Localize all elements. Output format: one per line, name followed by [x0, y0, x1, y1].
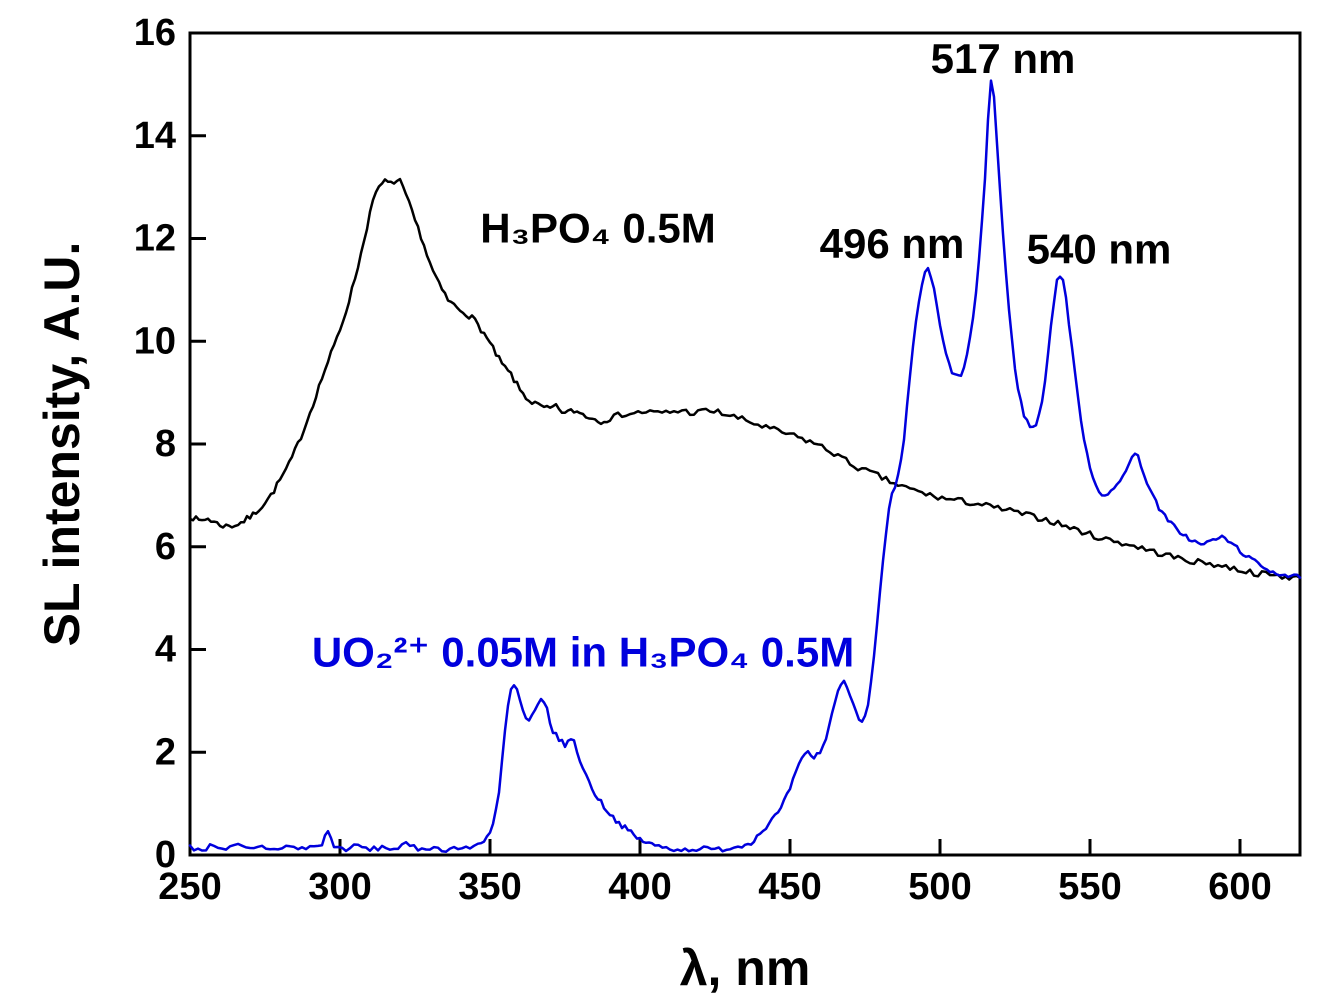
- series-h3po4: [188, 177, 1302, 581]
- y-tick-label: 2: [155, 731, 176, 773]
- x-tick-label: 450: [758, 866, 821, 908]
- y-axis-label: SL intensity, A.U.: [34, 242, 90, 647]
- x-tick-label: 600: [1208, 866, 1271, 908]
- y-tick-label: 14: [134, 115, 176, 157]
- label-517nm: 517 nm: [931, 35, 1076, 82]
- x-tick-label: 500: [908, 866, 971, 908]
- x-tick-label: 350: [458, 866, 521, 908]
- x-axis-label: λ, nm: [680, 940, 811, 996]
- label-h3po4: H₃PO₄ 0.5M: [480, 205, 716, 252]
- plot-content: 250 300 350 400 450 500 550 600 0 2 4 6 8 10 12 14 16 H₃P…: [134, 12, 1302, 908]
- y-tick-label: 4: [155, 629, 176, 671]
- y-tick-label: 8: [155, 423, 176, 465]
- x-tick-label: 550: [1058, 866, 1121, 908]
- series-uo2-in-h3po4: [188, 79, 1302, 853]
- y-tick-label: 0: [155, 834, 176, 876]
- label-540nm: 540 nm: [1027, 225, 1172, 272]
- label-uo2: UO₂²⁺ 0.05M in H₃PO₄ 0.5M: [312, 629, 854, 676]
- y-tick-label: 16: [134, 12, 176, 54]
- x-tick-label: 400: [608, 866, 671, 908]
- y-tick-label: 10: [134, 320, 176, 362]
- plot-frame: [188, 31, 1302, 857]
- label-496nm: 496 nm: [820, 220, 965, 267]
- x-tick-label: 250: [158, 866, 221, 908]
- x-tick-label: 300: [308, 866, 371, 908]
- y-tick-label: 6: [155, 526, 176, 568]
- y-tick-label: 12: [134, 218, 176, 260]
